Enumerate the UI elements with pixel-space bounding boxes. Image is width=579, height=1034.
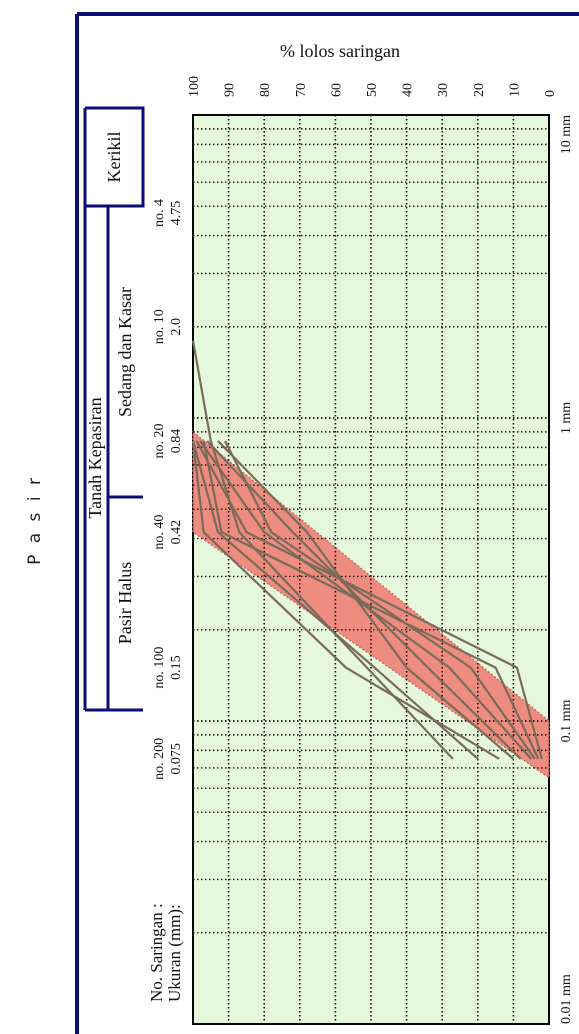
kerikil-label: Kerikil — [104, 132, 124, 183]
side-label: P a s i r — [25, 475, 45, 565]
sieve-number-label: no. 10 — [152, 309, 167, 344]
gradation-curve-7 — [224, 440, 536, 760]
y-tick-label: 0 — [543, 90, 558, 97]
sieve-size-label: 0.15 — [169, 655, 184, 680]
y-tick-label: 50 — [365, 83, 380, 97]
gradation-curve-8 — [195, 440, 543, 760]
size-unit-label: 1 mm — [559, 402, 574, 434]
gradation-curve-1 — [191, 340, 454, 760]
sieve-number-label: no. 40 — [152, 515, 167, 550]
size-unit-label: 10 mm — [559, 115, 574, 154]
sieve-size-label: 4.75 — [169, 201, 184, 226]
sieve-number-label: no. 100 — [152, 647, 167, 689]
y-axis-title: % lolos saringan — [280, 41, 400, 61]
y-tick-label: 20 — [472, 83, 487, 97]
chart-frame — [75, 12, 579, 1034]
sedang-dan-kasar-label: Sedang dan Kasar — [115, 287, 135, 417]
sieve-number-label: no. 4 — [152, 199, 167, 227]
y-tick-label: 70 — [294, 83, 309, 97]
soil-classification-brackets: Kerikil Tanah Kepasiran Sedang dan Kasar… — [83, 106, 145, 712]
gradation-curve-3 — [191, 440, 500, 760]
sieve-size-label: 2.0 — [169, 318, 184, 336]
grid-lines — [193, 115, 549, 1024]
y-tick-label: 10 — [507, 83, 522, 97]
y-tick-label: 30 — [436, 83, 451, 97]
gradation-curve-2 — [191, 440, 479, 760]
tanah-kepasiran-label: Tanah Kepasiran — [85, 397, 105, 518]
sieve-number-label: no. 20 — [152, 423, 167, 458]
y-tick-label: 90 — [223, 83, 238, 97]
sieve-size-label: 0.42 — [169, 520, 184, 545]
sieve-size-header: Ukuran (mm): — [165, 904, 184, 1002]
series-lines — [191, 340, 543, 760]
sieve-size-label: 0.075 — [169, 743, 184, 775]
sieve-number-header: No. Saringan : — [147, 903, 166, 1002]
size-unit-label: 0.1 mm — [559, 700, 574, 743]
size-unit-label: 0.01 mm — [559, 974, 574, 1024]
y-tick-label: 100 — [187, 76, 202, 97]
y-tick-label: 40 — [401, 83, 416, 97]
sieve-number-label: no. 200 — [152, 738, 167, 780]
gradation-curve-9 — [202, 440, 540, 760]
pasir-halus-label: Pasir Halus — [115, 562, 135, 645]
y-tick-label: 80 — [258, 83, 273, 97]
sieve-size-label: 0.84 — [169, 429, 184, 454]
y-tick-label: 60 — [329, 83, 344, 97]
axis-labels: 100 90 80 70 60 50 40 30 20 10 010 mm1 mm0.1 mm0.0… — [152, 76, 574, 1024]
